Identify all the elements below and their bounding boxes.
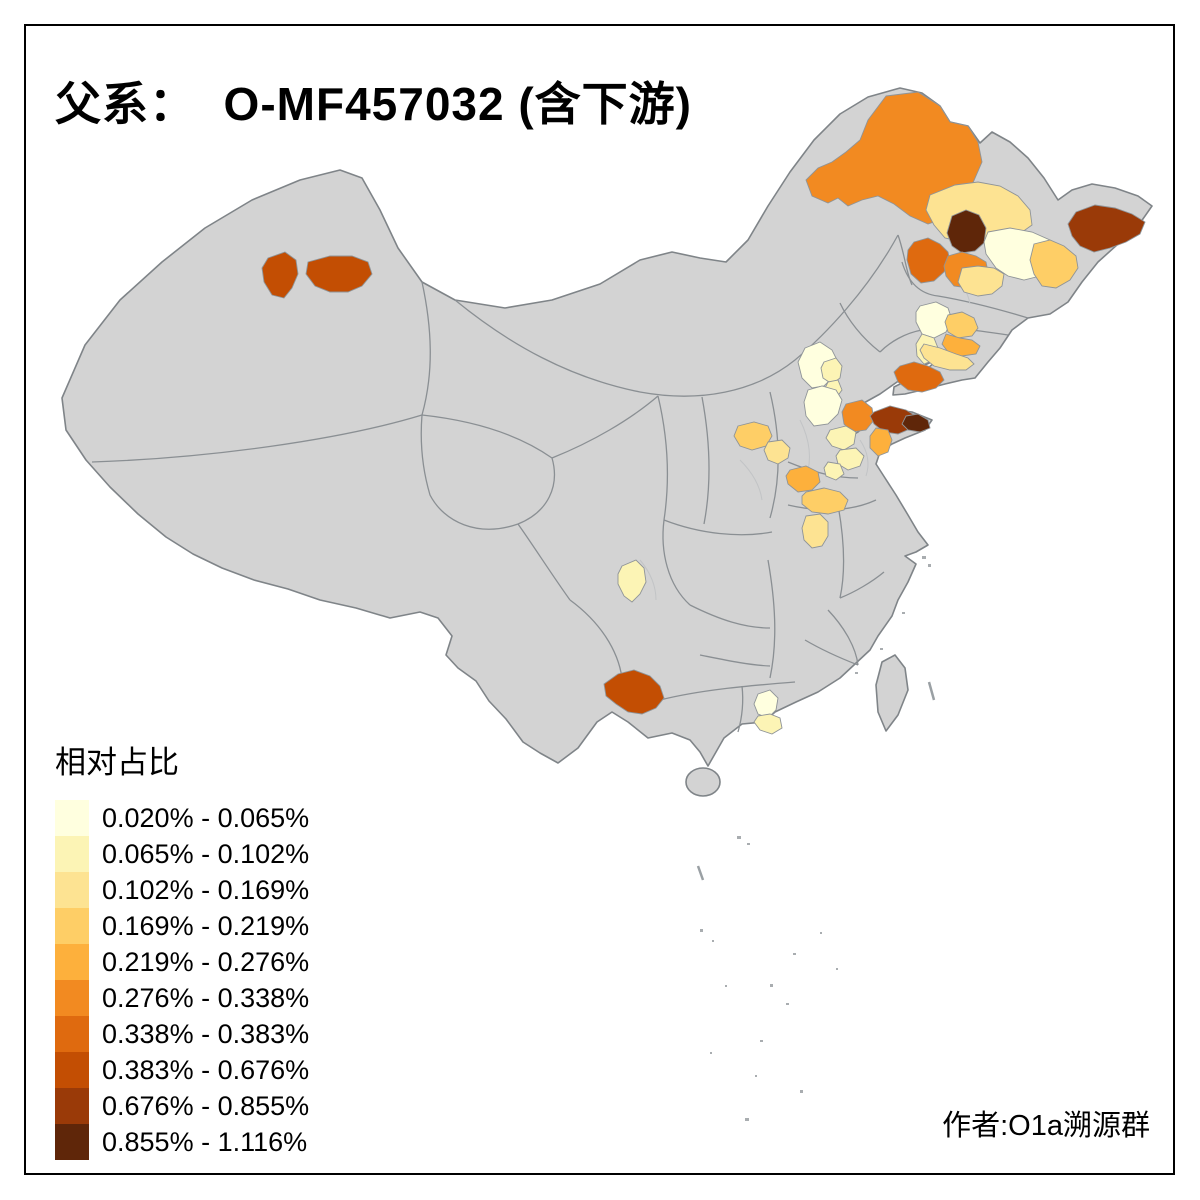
region-xinjiang-east (305, 255, 373, 293)
legend-rows: 0.020% - 0.065% 0.065% - 0.102% 0.102% - 0… (55, 800, 309, 1160)
region-benxi (941, 333, 981, 357)
legend-swatch (55, 1088, 89, 1124)
legend-label: 0.102% - 0.169% (102, 874, 310, 905)
region-hinggan-west (906, 237, 951, 284)
legend-row: 0.855% - 1.116% (55, 1124, 309, 1160)
colored-regions (261, 91, 1146, 735)
region-liaoning-south (919, 343, 975, 371)
legend-label: 0.855% - 1.116% (102, 1126, 308, 1157)
legend-row: 0.020% - 0.065% (55, 800, 309, 836)
region-shangqiu (801, 513, 829, 549)
legend-row: 0.338% - 0.383% (55, 1016, 309, 1052)
legend-row: 0.383% - 0.676% (55, 1052, 309, 1088)
region-xinjiang-west (261, 251, 299, 299)
legend-swatch (55, 1016, 89, 1052)
region-w-shandong-a (825, 425, 857, 451)
region-qiqihar (946, 209, 987, 254)
legend-row: 0.065% - 0.102% (55, 836, 309, 872)
legend-label: 0.219% - 0.276% (102, 946, 310, 977)
legend-label: 0.169% - 0.219% (102, 910, 310, 941)
legend-swatch (55, 836, 89, 872)
region-hebei-mid (803, 385, 843, 427)
legend: 相对占比 0.020% - 0.065% 0.065% - 0.102% 0.102… (55, 746, 309, 1160)
legend-row: 0.169% - 0.219% (55, 908, 309, 944)
legend-row: 0.676% - 0.855% (55, 1088, 309, 1124)
region-pearl-delta-s (753, 713, 783, 735)
region-w-shandong-b (835, 447, 865, 471)
region-shijiazhuang (763, 439, 791, 465)
region-qingdao (869, 427, 893, 457)
legend-swatch (55, 800, 89, 836)
region-w-shandong-c (823, 461, 845, 481)
legend-swatch (55, 980, 89, 1016)
province-boundaries (91, 234, 1029, 733)
legend-row: 0.102% - 0.169% (55, 872, 309, 908)
region-dalian (893, 361, 945, 393)
region-songyuan (957, 265, 1005, 297)
legend-swatch (55, 872, 89, 908)
region-chengdu (617, 559, 647, 603)
region-jiamusi (1067, 204, 1146, 253)
region-pearl-delta-n (753, 689, 779, 719)
legend-label: 0.383% - 0.676% (102, 1054, 310, 1085)
legend-label: 0.676% - 0.855% (102, 1090, 310, 1121)
region-fushun (944, 311, 979, 339)
legend-label: 0.338% - 0.383% (102, 1018, 310, 1049)
legend-row: 0.276% - 0.338% (55, 980, 309, 1016)
region-hulunbuir (805, 91, 983, 225)
region-weihai (901, 413, 931, 433)
region-harbin (1029, 239, 1079, 289)
taiwan-island (875, 654, 909, 732)
region-puyang (785, 465, 821, 493)
page-title: 父系： O-MF457032 (含下游) (55, 78, 692, 130)
legend-swatch (55, 1124, 89, 1160)
region-shenyang (915, 301, 953, 339)
region-bohai-coast (841, 399, 875, 433)
legend-swatch (55, 1052, 89, 1088)
region-jining (801, 487, 849, 515)
author-credit: 作者:O1a溯源群 (942, 1110, 1150, 1142)
legend-label: 0.276% - 0.338% (102, 982, 310, 1013)
legend-title: 相对占比 (55, 745, 179, 780)
region-zhaotong (603, 669, 665, 715)
sea-islets (696, 556, 936, 1121)
legend-swatch (55, 908, 89, 944)
legend-label: 0.065% - 0.102% (102, 838, 310, 869)
legend-swatch (55, 944, 89, 980)
legend-row: 0.219% - 0.276% (55, 944, 309, 980)
hainan-island (685, 767, 721, 797)
legend-label: 0.020% - 0.065% (102, 802, 310, 833)
